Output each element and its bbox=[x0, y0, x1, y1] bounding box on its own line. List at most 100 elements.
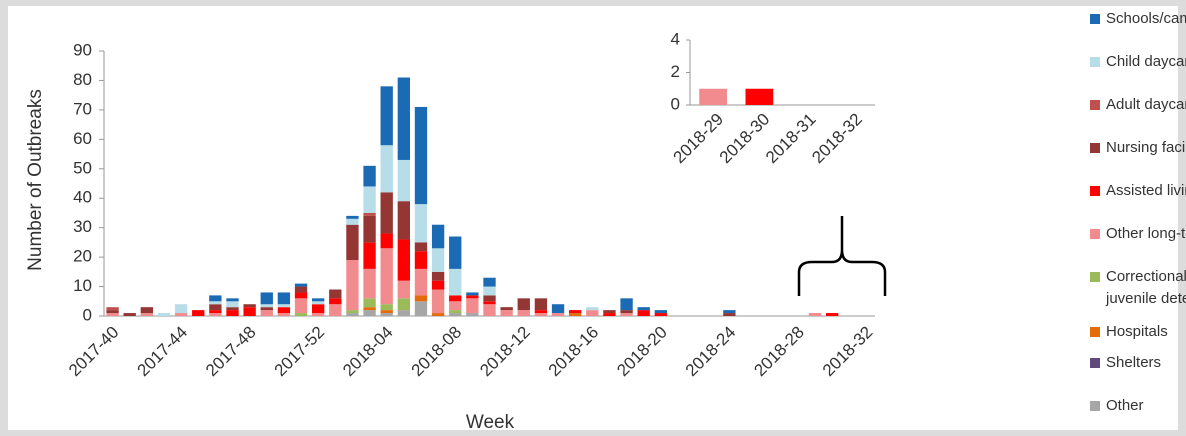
inset-y-tick-label: 0 bbox=[671, 94, 680, 113]
bar-segment bbox=[106, 310, 119, 314]
x-tick-label: 2017-48 bbox=[202, 323, 260, 381]
inset-x-tick-label: 2018-32 bbox=[808, 110, 866, 168]
legend-entry: Nursing facilities bbox=[1090, 137, 1186, 159]
legend-entry: Child daycares bbox=[1090, 51, 1186, 73]
bar-segment bbox=[397, 280, 411, 299]
legend-entry: Assisted living facilities bbox=[1090, 180, 1186, 202]
bar-segment bbox=[620, 298, 633, 311]
bar-segment bbox=[449, 268, 462, 296]
bar-segment bbox=[277, 292, 291, 305]
brace bbox=[797, 216, 887, 296]
bar-segment bbox=[500, 310, 513, 316]
legend-label: Shelters bbox=[1106, 354, 1162, 371]
bar-segment bbox=[551, 313, 565, 316]
bar-segment bbox=[243, 304, 256, 308]
bar-segment bbox=[380, 310, 393, 314]
bar-segment bbox=[174, 304, 188, 314]
bar-segment bbox=[414, 268, 428, 296]
bar-segment bbox=[483, 286, 496, 296]
bar-segment bbox=[397, 159, 411, 202]
bar-segment bbox=[294, 283, 308, 287]
inset-y-tick-label: 2 bbox=[671, 62, 680, 81]
bar-segment bbox=[277, 304, 291, 308]
x-tick-label: 2017-52 bbox=[271, 323, 329, 381]
bar-segment bbox=[363, 212, 376, 216]
bar-segment bbox=[620, 310, 633, 314]
legend-label: Adult daycares bbox=[1106, 96, 1186, 113]
legend-label: Other bbox=[1106, 397, 1144, 414]
bar-segment bbox=[380, 304, 393, 311]
panel bbox=[8, 6, 1178, 430]
bar-segment bbox=[397, 201, 411, 240]
bar-segment bbox=[586, 307, 599, 311]
bar-segment bbox=[380, 233, 393, 249]
bar-segment bbox=[466, 295, 479, 299]
bar-segment bbox=[363, 165, 376, 187]
y-axis-title: Number of Outbreaks bbox=[25, 89, 46, 271]
bar-segment bbox=[431, 248, 445, 272]
bar-segment bbox=[209, 301, 222, 305]
bar-segment bbox=[260, 304, 273, 308]
legend-swatch bbox=[1090, 272, 1100, 282]
bar-segment bbox=[106, 313, 119, 316]
bar-segment bbox=[294, 313, 308, 316]
y-tick-label: 50 bbox=[73, 158, 92, 177]
bar-segment bbox=[449, 236, 462, 269]
bar-segment bbox=[346, 260, 359, 311]
bar-segment bbox=[311, 304, 325, 314]
x-tick-label: 2018-08 bbox=[408, 323, 466, 381]
bar-segment bbox=[808, 313, 822, 316]
bar-segment bbox=[466, 292, 479, 296]
legend-entry: Correctional facilities and juvenile det… bbox=[1090, 266, 1186, 310]
bar-segment bbox=[140, 313, 154, 316]
inset-x-tick-label: 2018-29 bbox=[670, 110, 728, 168]
bar-segment bbox=[174, 313, 188, 316]
bar-segment bbox=[431, 224, 445, 249]
bar-segment bbox=[483, 301, 496, 305]
bar-segment bbox=[568, 313, 582, 316]
bar-segment bbox=[723, 310, 736, 314]
legend-swatch bbox=[1090, 100, 1100, 110]
bar-segment bbox=[534, 310, 548, 314]
bar-segment bbox=[637, 310, 650, 316]
bar-segment bbox=[346, 224, 359, 261]
bar-segment bbox=[157, 313, 171, 316]
legend-entry: Adult daycares bbox=[1090, 94, 1186, 116]
legend-swatch bbox=[1090, 327, 1100, 337]
legend-label: Assisted living facilities bbox=[1106, 182, 1186, 199]
bar-segment bbox=[397, 77, 411, 160]
y-tick-label: 0 bbox=[83, 305, 92, 324]
bar-segment bbox=[431, 280, 445, 290]
bar-segment bbox=[123, 313, 136, 316]
y-tick-label: 10 bbox=[73, 276, 92, 295]
bar-segment bbox=[637, 307, 650, 311]
bar-segment bbox=[243, 307, 256, 316]
bar-segment bbox=[226, 298, 239, 302]
x-tick-label: 2018-12 bbox=[476, 323, 534, 381]
bar-segment bbox=[277, 307, 291, 314]
bar-segment bbox=[363, 215, 376, 243]
bar-segment bbox=[106, 307, 119, 311]
y-tick-label: 30 bbox=[73, 217, 92, 236]
bar-segment bbox=[483, 295, 496, 302]
bar-segment bbox=[363, 310, 376, 316]
legend-label: Nursing facilities bbox=[1106, 139, 1186, 156]
legend-swatch bbox=[1090, 186, 1100, 196]
legend-label: Other long-term care facilities bbox=[1106, 225, 1186, 242]
bar-segment bbox=[825, 313, 839, 316]
legend-entry: Hospitals bbox=[1090, 321, 1186, 343]
bar-segment bbox=[363, 298, 376, 308]
inset-y-tick-label: 4 bbox=[671, 29, 680, 48]
bar-segment bbox=[414, 295, 428, 302]
bar-segment bbox=[226, 310, 239, 316]
legend-swatch bbox=[1090, 57, 1100, 67]
bar-segment bbox=[380, 248, 393, 305]
inset-x-tick-label: 2018-31 bbox=[762, 110, 820, 168]
y-tick-label: 60 bbox=[73, 129, 92, 148]
bar-segment bbox=[311, 313, 325, 316]
bar-segment bbox=[363, 307, 376, 311]
bar-segment bbox=[346, 215, 359, 219]
legend-swatch bbox=[1090, 14, 1100, 24]
y-tick-label: 80 bbox=[73, 70, 92, 89]
